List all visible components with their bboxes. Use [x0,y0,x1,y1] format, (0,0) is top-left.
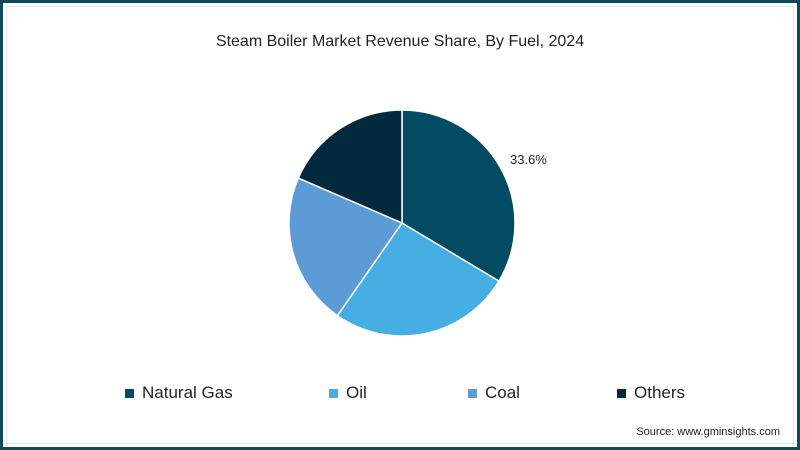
legend-label: Others [634,383,686,402]
pie-slices [288,109,516,337]
legend-item-natural-gas: Natural Gas [125,383,233,403]
slice-label-natural-gas: 33.6% [510,152,547,167]
inner-border [6,6,794,444]
legend-label: Natural Gas [142,383,233,402]
pie-slice-others [297,109,403,225]
legend-swatch-others [617,388,626,398]
legend-item-others: Others [617,383,685,403]
legend-swatch-coal [468,388,477,398]
legend: Natural Gas Oil Coal Others [0,383,800,405]
pie-slice-natural-gas [401,109,516,283]
legend-item-oil: Oil [329,383,367,403]
pie-slice-oil [336,221,500,337]
source-note: Source: www.gminsights.com [636,426,780,438]
chart-title: Steam Boiler Market Revenue Share, By Fu… [215,33,585,50]
pie-slice-coal [288,177,404,317]
legend-label: Oil [346,383,367,402]
legend-label: Coal [485,383,520,402]
legend-item-coal: Coal [468,383,520,403]
legend-swatch-natural-gas [125,388,134,398]
legend-swatch-oil [329,388,338,398]
